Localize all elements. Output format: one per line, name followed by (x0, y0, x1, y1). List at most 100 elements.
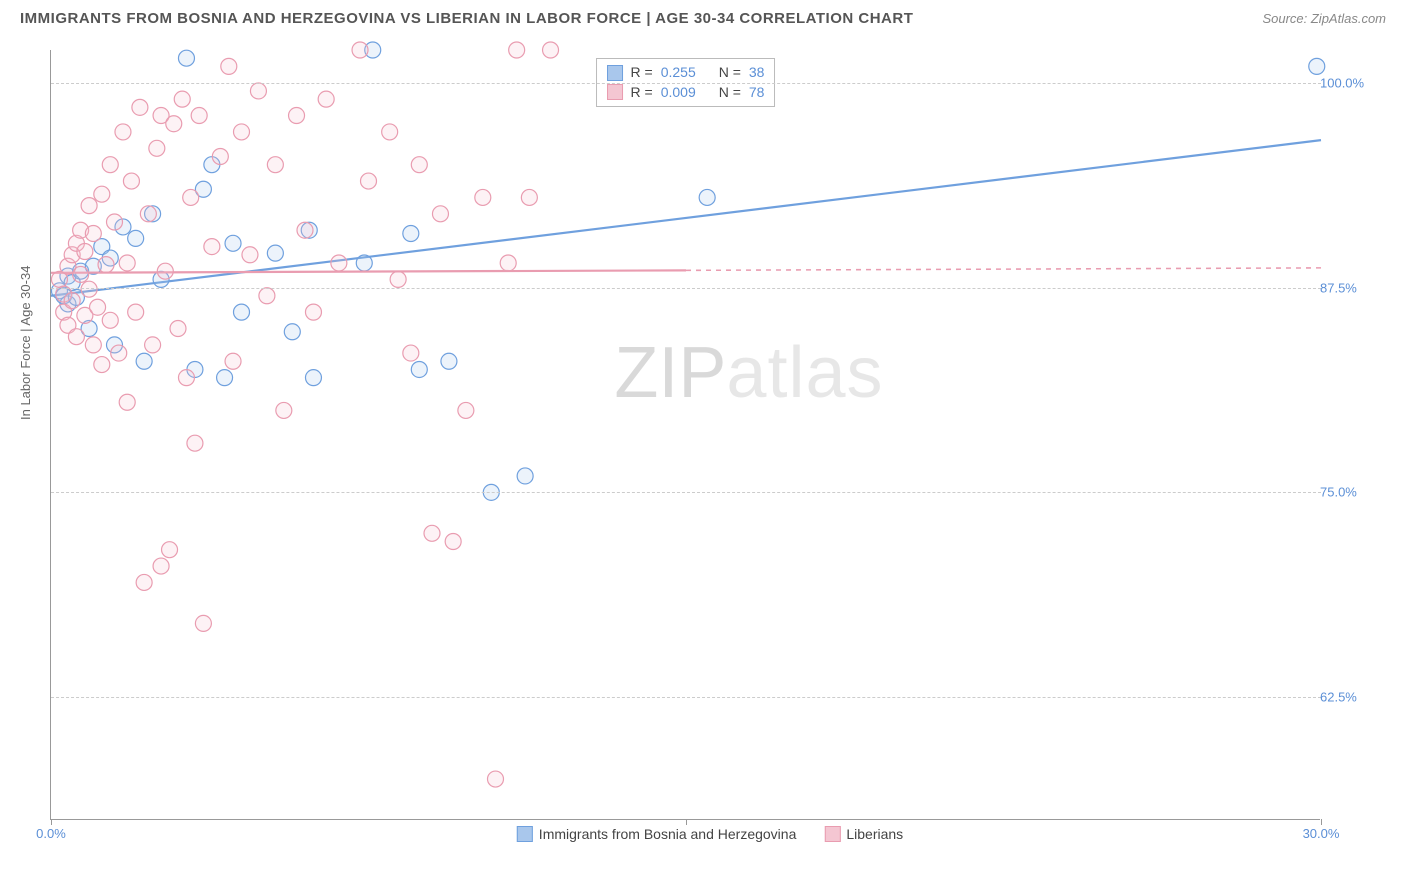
point-liberians (77, 244, 93, 260)
point-liberians (382, 124, 398, 140)
point-liberians (102, 157, 118, 173)
y-tick-label: 100.0% (1320, 75, 1370, 90)
point-liberians (145, 337, 161, 353)
x-tick-mark (686, 819, 687, 825)
source-label: Source: ZipAtlas.com (1262, 11, 1386, 26)
legend-n-label: N = (719, 83, 741, 103)
point-liberians (305, 304, 321, 320)
point-liberians (403, 345, 419, 361)
point-liberians (149, 140, 165, 156)
point-liberians (166, 116, 182, 132)
point-liberians (424, 525, 440, 541)
legend-n-value: 38 (749, 63, 765, 83)
point-bosnia (225, 235, 241, 251)
point-bosnia (699, 189, 715, 205)
point-liberians (140, 206, 156, 222)
point-liberians (445, 533, 461, 549)
point-liberians (136, 574, 152, 590)
x-tick-mark (51, 819, 52, 825)
point-liberians (475, 189, 491, 205)
legend-swatch (607, 65, 623, 81)
gridline (51, 83, 1321, 84)
point-bosnia (136, 353, 152, 369)
trend-line-liberians (51, 270, 686, 272)
point-liberians (119, 394, 135, 410)
point-liberians (178, 370, 194, 386)
point-liberians (318, 91, 334, 107)
legend-r-value: 0.009 (661, 83, 711, 103)
point-liberians (94, 186, 110, 202)
scatter-svg (51, 50, 1321, 820)
point-liberians (276, 402, 292, 418)
point-liberians (458, 402, 474, 418)
point-bosnia (217, 370, 233, 386)
point-liberians (195, 615, 211, 631)
point-liberians (432, 206, 448, 222)
y-tick-label: 87.5% (1320, 280, 1370, 295)
y-axis-label: In Labor Force | Age 30-34 (18, 266, 33, 420)
point-liberians (162, 542, 178, 558)
legend-series: Immigrants from Bosnia and Herzegovina Li… (517, 826, 903, 842)
y-tick-label: 75.0% (1320, 485, 1370, 500)
gridline (51, 288, 1321, 289)
gridline (51, 492, 1321, 493)
point-liberians (123, 173, 139, 189)
point-liberians (521, 189, 537, 205)
gridline (51, 697, 1321, 698)
point-bosnia (441, 353, 457, 369)
legend-label: Liberians (846, 826, 903, 842)
point-bosnia (403, 225, 419, 241)
point-liberians (361, 173, 377, 189)
point-liberians (107, 214, 123, 230)
point-liberians (221, 58, 237, 74)
point-liberians (267, 157, 283, 173)
point-liberians (297, 222, 313, 238)
point-liberians (242, 247, 258, 263)
point-liberians (174, 91, 190, 107)
point-liberians (157, 263, 173, 279)
point-liberians (81, 198, 97, 214)
legend-item-bosnia: Immigrants from Bosnia and Herzegovina (517, 826, 797, 842)
point-bosnia (284, 324, 300, 340)
x-tick-label: 0.0% (36, 826, 66, 841)
point-liberians (132, 99, 148, 115)
legend-n-label: N = (719, 63, 741, 83)
legend-corr-row-liberians: R = 0.009 N = 78 (607, 83, 765, 103)
point-liberians (543, 42, 559, 58)
point-liberians (128, 304, 144, 320)
legend-swatch (824, 826, 840, 842)
point-bosnia (1309, 58, 1325, 74)
point-liberians (488, 771, 504, 787)
point-liberians (115, 124, 131, 140)
point-liberians (411, 157, 427, 173)
point-bosnia (178, 50, 194, 66)
legend-n-value: 78 (749, 83, 765, 103)
point-bosnia (411, 361, 427, 377)
x-tick-mark (1321, 819, 1322, 825)
x-tick-label: 30.0% (1303, 826, 1340, 841)
legend-label: Immigrants from Bosnia and Herzegovina (539, 826, 797, 842)
point-liberians (390, 271, 406, 287)
legend-swatch (517, 826, 533, 842)
point-liberians (102, 312, 118, 328)
point-liberians (187, 435, 203, 451)
point-liberians (191, 108, 207, 124)
point-liberians (289, 108, 305, 124)
point-liberians (85, 337, 101, 353)
point-liberians (352, 42, 368, 58)
plot-area: ZIPatlas R =0.255N =38R =0.009N =78 62.5… (50, 50, 1320, 820)
trend-line-dashed-liberians (686, 268, 1321, 270)
legend-r-label: R = (631, 83, 653, 103)
point-bosnia (517, 468, 533, 484)
point-liberians (500, 255, 516, 271)
point-liberians (170, 321, 186, 337)
point-liberians (212, 148, 228, 164)
legend-r-value: 0.255 (661, 63, 711, 83)
point-bosnia (356, 255, 372, 271)
point-liberians (225, 353, 241, 369)
point-liberians (509, 42, 525, 58)
point-liberians (111, 345, 127, 361)
point-liberians (153, 558, 169, 574)
point-liberians (73, 266, 89, 282)
plot-wrap: ZIPatlas R =0.255N =38R =0.009N =78 62.5… (50, 50, 1370, 820)
